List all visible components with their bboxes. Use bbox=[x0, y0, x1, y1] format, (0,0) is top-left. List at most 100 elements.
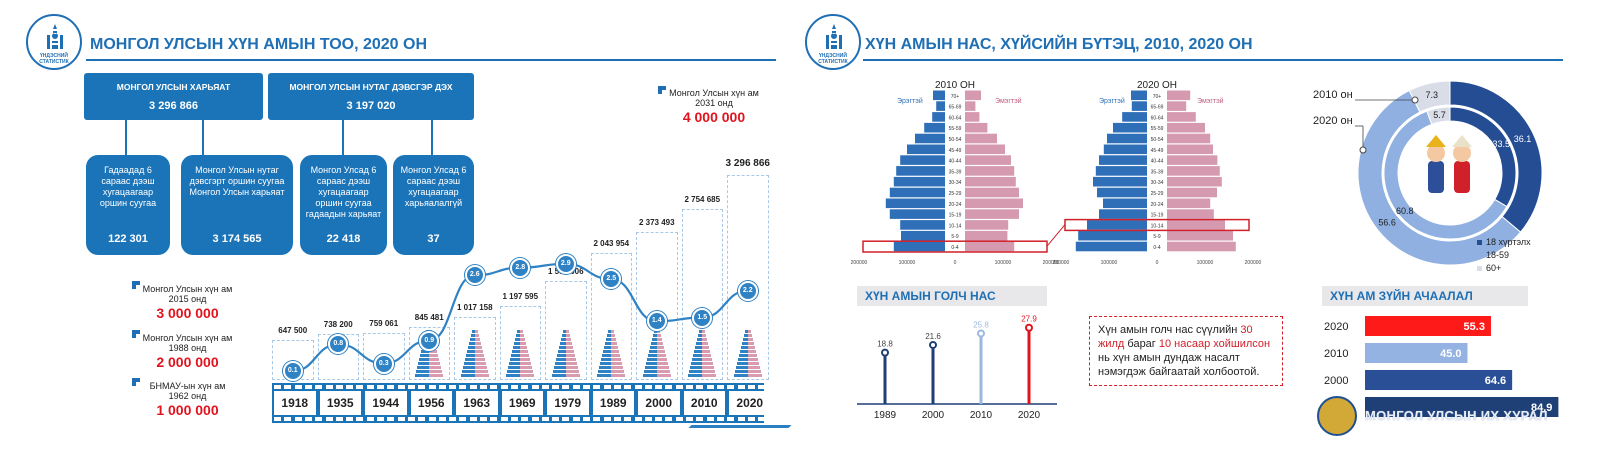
note-highlight: 30 жилд bbox=[1098, 324, 1253, 350]
mini-bar bbox=[650, 342, 657, 345]
film-hole bbox=[686, 417, 693, 421]
mini-bar bbox=[607, 334, 612, 337]
male-label: Эрэгтэй bbox=[897, 97, 923, 105]
growth-rate-marker: 0.1 bbox=[282, 361, 303, 382]
highlight-connector bbox=[1046, 224, 1066, 247]
note-text: нь хүн амын дундаж насалт нэмэгдэж байга… bbox=[1098, 352, 1260, 378]
film-hole bbox=[624, 417, 632, 421]
donut-value-label: 56.6 bbox=[1378, 217, 1396, 227]
mini-bar bbox=[611, 342, 618, 345]
population-value-label: 1 017 158 bbox=[456, 302, 493, 312]
boy-figure bbox=[1427, 144, 1445, 162]
age-group-label: 50-54 bbox=[1151, 137, 1164, 143]
film-hole bbox=[304, 417, 312, 421]
statistics-logo: ҮНДЭСНИЙ СТАТИСТИК bbox=[805, 14, 861, 70]
mini-bar bbox=[702, 330, 706, 333]
median-year-label: 2010 bbox=[970, 410, 993, 421]
film-hole bbox=[335, 417, 343, 421]
girl-figure bbox=[1453, 144, 1471, 162]
mini-bar bbox=[737, 358, 748, 361]
film-hole bbox=[284, 385, 292, 389]
female-bar bbox=[1167, 209, 1214, 219]
film-hole bbox=[521, 417, 529, 421]
growth-rate-marker: 2.2 bbox=[737, 280, 758, 301]
population-pyramids: 2010 ОН Эрэгтэй Эмэгтэй 0-4 5-9 10-14 15-19 20-… bbox=[851, 80, 1262, 266]
film-hole bbox=[758, 385, 766, 389]
mini-bar bbox=[738, 354, 748, 357]
film-hole bbox=[274, 385, 281, 389]
film-hole bbox=[449, 417, 457, 421]
mini-bar bbox=[515, 338, 521, 341]
median-value-label: 25.8 bbox=[973, 320, 989, 329]
female-bar bbox=[1167, 230, 1233, 241]
age-group-label: 70+ bbox=[951, 94, 960, 100]
mini-bar bbox=[511, 354, 521, 357]
axis-tick-label: 100000 bbox=[995, 260, 1012, 266]
abroad-value: 122 301 bbox=[108, 233, 148, 245]
mini-bar bbox=[597, 374, 612, 377]
mini-bar bbox=[699, 330, 703, 333]
foreigners-value: 22 418 bbox=[326, 233, 361, 245]
population-column bbox=[727, 175, 769, 380]
mini-bar bbox=[611, 334, 616, 337]
female-bar bbox=[1167, 198, 1211, 209]
year-label: 1989 bbox=[592, 391, 634, 415]
population-column bbox=[681, 208, 723, 380]
mini-pyramid-icon bbox=[733, 330, 762, 377]
citizens-box: МОНГОЛ УЛСЫН ХАРЬЯАТ 3 296 866 bbox=[84, 73, 263, 120]
growth-rate-marker: 1.4 bbox=[646, 311, 667, 332]
age-group-label: 40-44 bbox=[949, 159, 962, 165]
female-bar bbox=[1167, 133, 1211, 144]
male-bar bbox=[936, 101, 945, 111]
mini-bar bbox=[474, 366, 487, 369]
median-point bbox=[929, 340, 937, 349]
mini-bar bbox=[702, 370, 716, 373]
male-bar bbox=[1075, 241, 1147, 252]
male-bar bbox=[900, 220, 945, 230]
male-bar bbox=[915, 133, 945, 144]
male-bar bbox=[907, 144, 945, 155]
mini-bar bbox=[565, 346, 573, 349]
axis-tick-label: 200000 bbox=[1245, 260, 1262, 266]
mini-bar bbox=[463, 362, 475, 365]
mini-bar bbox=[656, 362, 668, 365]
median-point bbox=[1025, 323, 1033, 332]
film-hole bbox=[562, 417, 570, 421]
film-hole bbox=[366, 417, 374, 421]
female-bar bbox=[1167, 155, 1218, 165]
mini-bar bbox=[692, 358, 703, 361]
mini-bar bbox=[702, 334, 707, 337]
mini-bar bbox=[734, 370, 748, 373]
mini-bar bbox=[429, 362, 441, 365]
age-group-label: 60-64 bbox=[949, 115, 962, 121]
film-hole bbox=[603, 417, 611, 421]
age-group-label: 0-4 bbox=[1153, 245, 1160, 251]
male-bar bbox=[1131, 101, 1147, 111]
mini-bar bbox=[474, 330, 478, 333]
male-bar bbox=[924, 122, 945, 133]
film-hole bbox=[613, 417, 621, 421]
film-hole bbox=[500, 417, 508, 421]
corner-mark bbox=[132, 330, 140, 338]
donut-legend: 18 хүртэлх 18-59 60+ bbox=[1477, 236, 1531, 275]
film-hole bbox=[572, 417, 580, 421]
mini-bar bbox=[601, 358, 612, 361]
film-hole bbox=[438, 385, 446, 389]
mini-bar bbox=[599, 366, 612, 369]
mini-bar bbox=[698, 334, 703, 337]
age-group-label: 30-34 bbox=[949, 180, 962, 186]
male-bar bbox=[1093, 176, 1147, 187]
year-label: 1918 bbox=[274, 391, 316, 415]
film-hole bbox=[552, 417, 560, 421]
mini-bar bbox=[420, 354, 430, 357]
mini-bar bbox=[514, 342, 521, 345]
connector-line bbox=[342, 120, 344, 156]
age-group-label: 5-9 bbox=[951, 234, 958, 240]
film-hole bbox=[356, 417, 364, 421]
female-bar bbox=[1167, 187, 1217, 198]
male-bar bbox=[1103, 144, 1147, 155]
axis-tick-label: 200000 bbox=[1043, 260, 1060, 266]
legend-swatch bbox=[1477, 253, 1482, 259]
female-bar bbox=[965, 187, 1019, 198]
male-bar bbox=[1099, 155, 1147, 165]
